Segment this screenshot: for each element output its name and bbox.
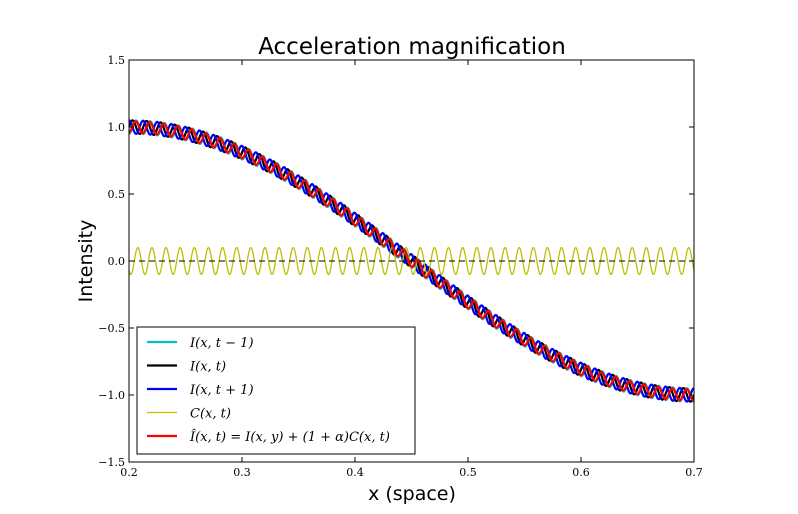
x-tick-label: 0.4 — [346, 466, 364, 479]
x-tick-label: 0.3 — [233, 466, 251, 479]
series-line-2 — [129, 119, 694, 403]
series-layer — [129, 119, 694, 403]
series-line-4 — [129, 120, 694, 402]
y-tick-label: 0.0 — [108, 255, 126, 268]
series-line-3 — [129, 246, 694, 276]
y-tick-label: −1.0 — [98, 389, 125, 402]
legend-box — [136, 326, 416, 455]
chart-title: Acceleration magnification — [258, 34, 566, 60]
x-tick-label: 0.2 — [120, 466, 138, 479]
legend-label-4: Î(x, t) = I(x, y) + (1 + α)C(x, t) — [189, 429, 390, 445]
x-axis-label: x (space) — [368, 483, 456, 505]
legend-label-0: I(x, t − 1) — [189, 336, 254, 351]
x-tick-label: 0.7 — [685, 466, 703, 479]
y-tick-label: −1.5 — [98, 456, 125, 469]
y-tick-label: 1.0 — [108, 121, 126, 134]
x-tick-label: 0.6 — [572, 466, 590, 479]
x-tick-label: 0.5 — [459, 466, 477, 479]
y-tick-label: 0.5 — [108, 188, 126, 201]
legend: I(x, t − 1) I(x, t) I(x, t + 1) C(x, t) Î(x,… — [136, 326, 416, 455]
y-axis-label: Intensity — [75, 220, 97, 303]
legend-label-3: C(x, t) — [190, 407, 231, 422]
y-tick-label: −0.5 — [98, 322, 125, 335]
axis-ticks: 0.2 0.3 0.4 0.5 0.6 0.7 1.5 1.0 0.5 0.0 −0.5 −1.0 −1… — [98, 54, 702, 479]
legend-label-2: I(x, t + 1) — [189, 383, 254, 398]
legend-label-1: I(x, t) — [189, 360, 226, 375]
y-tick-label: 1.5 — [108, 54, 126, 67]
